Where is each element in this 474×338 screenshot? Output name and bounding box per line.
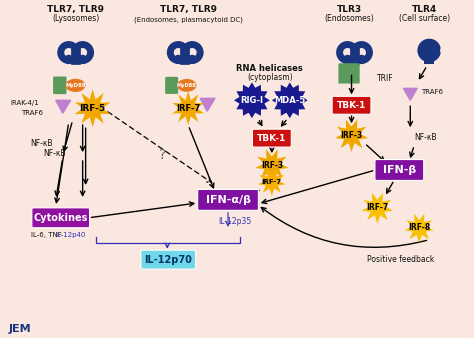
Text: IRF-3: IRF-3	[261, 161, 283, 170]
Text: TLR3: TLR3	[337, 5, 362, 14]
Text: TRAF6: TRAF6	[21, 110, 43, 116]
Polygon shape	[362, 193, 393, 224]
Polygon shape	[234, 82, 270, 118]
FancyBboxPatch shape	[166, 77, 172, 93]
Text: ?: ?	[159, 148, 166, 162]
Text: IL-12p70: IL-12p70	[145, 255, 192, 265]
FancyBboxPatch shape	[54, 77, 60, 94]
Circle shape	[174, 55, 182, 64]
Polygon shape	[404, 214, 434, 243]
Circle shape	[344, 55, 352, 64]
Text: IRF-3: IRF-3	[340, 131, 363, 140]
FancyBboxPatch shape	[332, 96, 371, 114]
Circle shape	[188, 55, 196, 64]
Text: IFN-β: IFN-β	[383, 165, 416, 175]
Text: MDA-5: MDA-5	[274, 96, 305, 105]
Text: TBK-1: TBK-1	[257, 134, 287, 143]
Text: NF-κB: NF-κB	[30, 139, 53, 148]
FancyBboxPatch shape	[375, 160, 424, 180]
Text: Positive feedback: Positive feedback	[367, 255, 434, 264]
Text: IRF-7: IRF-7	[176, 104, 201, 113]
Polygon shape	[200, 98, 215, 111]
Text: (cytoplasm): (cytoplasm)	[247, 73, 292, 82]
FancyBboxPatch shape	[198, 189, 258, 210]
Circle shape	[425, 53, 434, 62]
Text: TRAF6: TRAF6	[421, 89, 443, 95]
Ellipse shape	[66, 79, 85, 91]
Text: IL-6, TNF: IL-6, TNF	[31, 232, 62, 238]
Text: TLR7, TLR9: TLR7, TLR9	[47, 5, 104, 14]
Text: IRF-7: IRF-7	[366, 203, 389, 212]
Text: RNA helicases: RNA helicases	[237, 64, 303, 73]
Circle shape	[79, 55, 87, 64]
Polygon shape	[255, 149, 289, 182]
Polygon shape	[258, 169, 286, 196]
Text: TBK-1: TBK-1	[337, 101, 366, 110]
FancyBboxPatch shape	[32, 208, 90, 228]
Text: TLR4: TLR4	[411, 5, 437, 14]
Polygon shape	[56, 100, 71, 113]
FancyBboxPatch shape	[141, 250, 196, 269]
Text: (Lysosomes): (Lysosomes)	[52, 14, 99, 23]
Polygon shape	[172, 91, 204, 125]
Polygon shape	[335, 119, 368, 152]
Circle shape	[65, 55, 73, 64]
FancyBboxPatch shape	[339, 64, 349, 83]
Text: IFN-α/β: IFN-α/β	[206, 195, 251, 205]
Text: NF-κB: NF-κB	[43, 149, 65, 158]
Text: TRIF: TRIF	[377, 74, 394, 83]
Text: (Endosomes): (Endosomes)	[325, 14, 374, 23]
Text: TLR7, TLR9: TLR7, TLR9	[160, 5, 217, 14]
Circle shape	[357, 55, 365, 64]
Polygon shape	[74, 89, 110, 127]
Text: RIG-I: RIG-I	[240, 96, 264, 105]
FancyBboxPatch shape	[349, 64, 359, 83]
Text: IL-12p35: IL-12p35	[219, 217, 252, 226]
Text: MyD88: MyD88	[177, 83, 197, 88]
Text: IRF-8: IRF-8	[408, 223, 430, 232]
Text: NF-κB: NF-κB	[414, 132, 437, 142]
Polygon shape	[272, 82, 308, 118]
FancyBboxPatch shape	[60, 77, 66, 94]
Text: MyD88: MyD88	[65, 83, 86, 88]
Text: IRF-5: IRF-5	[80, 104, 106, 113]
Text: IRAK-4/1: IRAK-4/1	[10, 100, 39, 106]
Text: IRF-7: IRF-7	[262, 179, 282, 185]
Text: JEM: JEM	[9, 324, 32, 334]
FancyBboxPatch shape	[172, 77, 177, 93]
Text: (Endosomes, plasmacytoid DC): (Endosomes, plasmacytoid DC)	[134, 16, 243, 23]
Text: Cytokines: Cytokines	[34, 213, 88, 223]
Ellipse shape	[178, 80, 196, 91]
Text: IL-12p40: IL-12p40	[55, 232, 86, 238]
FancyBboxPatch shape	[253, 129, 292, 147]
Text: (Cell surface): (Cell surface)	[399, 14, 450, 23]
Polygon shape	[403, 88, 417, 100]
